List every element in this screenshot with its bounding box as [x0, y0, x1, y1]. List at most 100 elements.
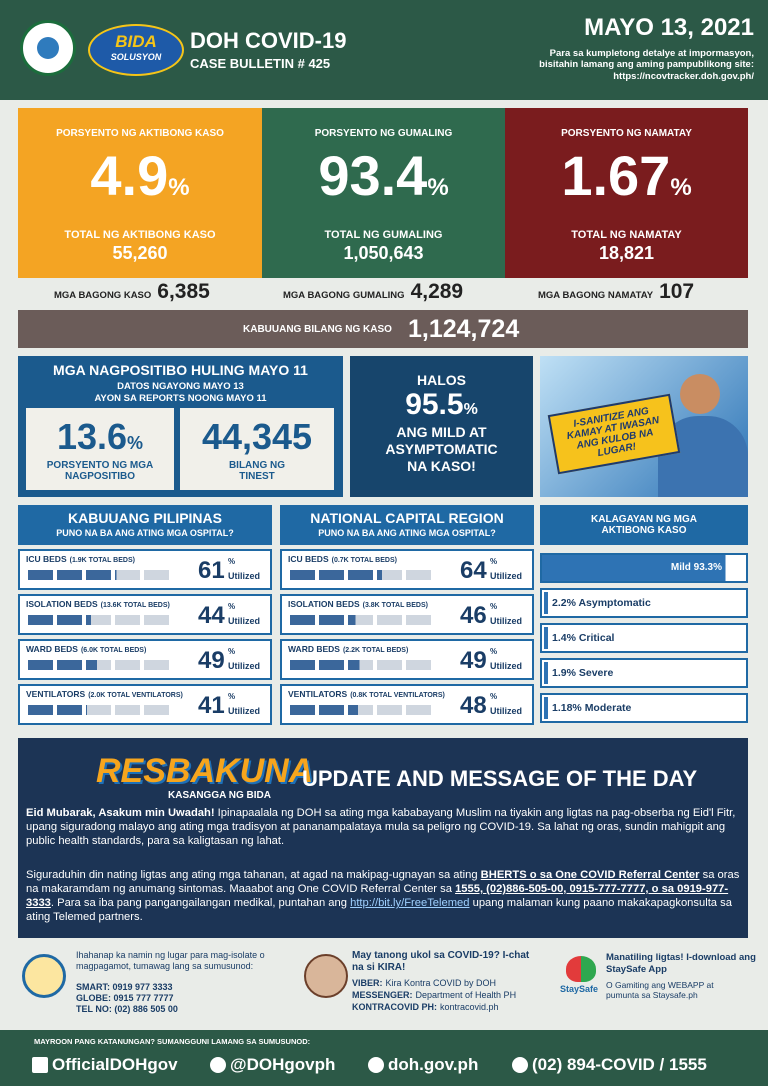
footer-link[interactable]: (02) 894-COVID / 1555 [532, 1055, 707, 1074]
bida-logo: BIDA SOLUSYON [88, 24, 184, 76]
utilization-blocks [290, 660, 440, 672]
status-item: 1.18% Moderate [540, 693, 748, 723]
row-value: 46 [460, 602, 487, 629]
part: 13.6% [26, 416, 174, 458]
block [348, 705, 373, 715]
positivity-title: MGA NAGPOSITIBO HULING MAYO 11 [53, 362, 308, 378]
poster: I-SANITIZE ANG KAMAY AT IWASAN ANG KULOB… [540, 356, 748, 497]
block [57, 615, 82, 625]
block [28, 660, 53, 670]
footer-icon [32, 1057, 48, 1073]
status-text: 2.2% Asymptomatic [552, 597, 651, 609]
utilization-blocks [28, 705, 178, 717]
row-suffix: Utilized [490, 661, 523, 671]
message-text: upang malaman kung paano makakapagkonsul… [26, 897, 732, 923]
status-item: Mild 93.3% [540, 553, 748, 583]
contact-isolate: Ihahanap ka namin ng lugar para mag-isol… [22, 950, 302, 1025]
new-value: 6,385 [157, 280, 210, 303]
row-suffix: Utilized [490, 571, 523, 581]
seal-center [37, 37, 59, 59]
footer-icon [368, 1057, 384, 1073]
row-unit: % [228, 602, 236, 611]
status-bar [544, 627, 548, 649]
block [57, 660, 82, 670]
footer-link[interactable]: doh.gov.ph [388, 1055, 479, 1074]
row-label: ISOLATION BEDS (3.8K TOTAL BEDS) [288, 599, 428, 609]
hospital-subtitle: PUNO NA BA ANG ATING MGA OSPITAL? [56, 528, 234, 538]
block [319, 615, 344, 625]
status-bar [544, 697, 548, 719]
row-name: ISOLATION BEDS [26, 599, 98, 609]
contact-text: Ihahanap ka namin ng lugar para mag-isol… [76, 950, 265, 971]
hospital-header: KABUUANG PILIPINAS PUNO NA BA ANG ATING M… [18, 505, 272, 545]
row-suffix: Utilized [228, 661, 261, 671]
block [28, 615, 53, 625]
block [290, 660, 315, 670]
row-unit: % [228, 647, 236, 656]
footer-link[interactable]: OfficialDOHgov [52, 1055, 178, 1074]
message-link[interactable]: http://bit.ly/FreeTelemed [350, 897, 470, 909]
row-detail: (0.8K TOTAL VENTILATORS) [350, 692, 445, 699]
row-label: VENTILATORS (0.8K TOTAL VENTILATORS) [288, 689, 445, 699]
url: https://ncovtracker.doh.gov.ph/ [613, 71, 754, 82]
logo-sub: SOLUSYON [110, 52, 162, 62]
poster-face [680, 374, 720, 414]
mild-value: 95.5 [405, 388, 464, 421]
message-text: BHERTS o sa One COVID Referral Center [480, 869, 700, 881]
hospital-row: ICU BEDS (1.9K TOTAL BEDS) 61% Utilized [18, 549, 272, 590]
row-unit: % [490, 557, 498, 566]
status-item: 1.9% Severe [540, 658, 748, 688]
positivity-panel: MGA NAGPOSITIBO HULING MAYO 11 DATOS NGA… [18, 356, 343, 497]
block [115, 660, 140, 670]
stat-card: PORSYENTO NG NAMATAY 1.67% TOTAL NG NAMATA… [505, 108, 748, 278]
contact-line: SMART: 0919 977 3333 [76, 982, 173, 992]
footer-link[interactable]: @DOHgovph [230, 1055, 336, 1074]
line-label: MESSENGER: [352, 990, 413, 1000]
logo-text: BIDA [115, 32, 157, 51]
block [144, 570, 169, 580]
contact-line: MESSENGER: Department of Health PH [352, 990, 516, 1000]
row-suffix: Utilized [228, 571, 261, 581]
card-value-row: 4.9% [18, 143, 262, 221]
block [319, 570, 344, 580]
card-label: PORSYENTO NG NAMATAY [561, 128, 692, 139]
block [319, 705, 344, 715]
row-label: VENTILATORS (2.0K TOTAL VENTILATORS) [26, 689, 183, 699]
new-label: MGA BAGONG GUMALING [283, 290, 405, 301]
row-suffix: Utilized [490, 706, 523, 716]
block [406, 615, 431, 625]
block [28, 705, 53, 715]
card-unit: % [670, 174, 692, 201]
mild-unit: % [463, 401, 478, 418]
new-label: MGA BAGONG NAMATAY [538, 290, 654, 301]
footer: MAYROON PANG KATANUNGAN? SUMANGGUNI LAMA… [0, 1030, 768, 1086]
hospital-row: ICU BEDS (0.7K TOTAL BEDS) 64% Utilized [280, 549, 534, 590]
card-total: 18,821 [598, 243, 655, 263]
row-name: ISOLATION BEDS [288, 599, 360, 609]
block [86, 660, 111, 670]
hospital-row: VENTILATORS (0.8K TOTAL VENTILATORS) 48% Ut… [280, 684, 534, 725]
block [115, 705, 140, 715]
card-value-row: 1.67% [505, 143, 748, 221]
row-value: 49 [198, 647, 225, 674]
stat-card: PORSYENTO NG AKTIBONG KASO 4.9% TOTAL NG A… [18, 108, 262, 278]
contact-line: TEL NO: (02) 886 505 00 [76, 1004, 178, 1014]
utilization-blocks [28, 570, 178, 582]
contact-kira: May tanong ukol sa COVID-19? I-chat na s… [304, 950, 554, 1025]
block [115, 615, 140, 625]
row-unit: % [228, 692, 236, 701]
new-value: 4,289 [410, 280, 464, 303]
new-cell: MGA BAGONG KASO 6,385 [54, 280, 210, 308]
utilization-blocks [28, 660, 178, 672]
hospital-row: WARD BEDS (6.0K TOTAL BEDS) 49% Utilized [18, 639, 272, 680]
total-bar: KABUUANG BILANG NG KASO 1,124,724 [18, 310, 748, 348]
block [290, 615, 315, 625]
block [377, 570, 402, 580]
row-label: ICU BEDS (0.7K TOTAL BEDS) [288, 554, 397, 564]
block [144, 615, 169, 625]
hospital-panel: NATIONAL CAPITAL REGION PUNO NA BA ANG AT… [280, 505, 534, 730]
block [377, 615, 402, 625]
message-panel: RESBAKUNA KASANGGA NG BIDA UPDATE AND ME… [18, 738, 748, 938]
card-total-label: TOTAL NG NAMATAY [571, 229, 682, 241]
